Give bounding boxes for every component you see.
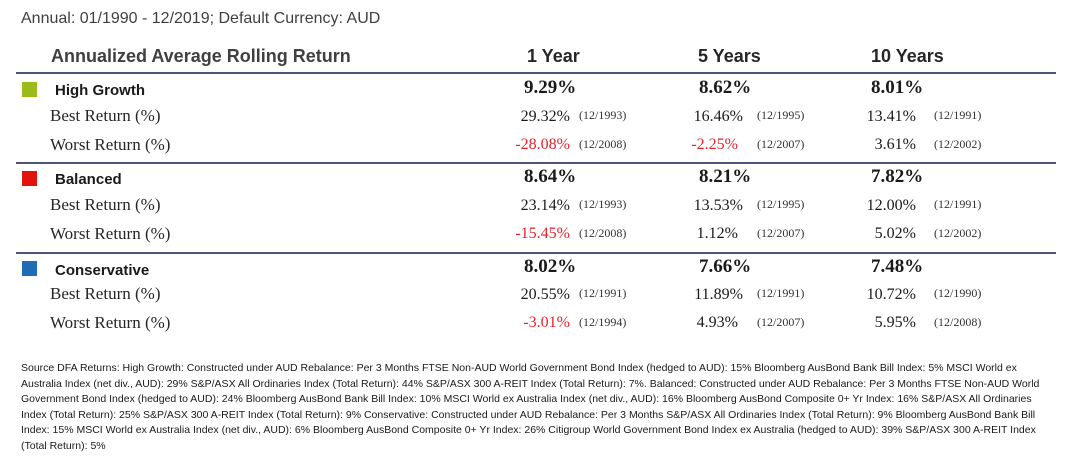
column-header-10-years: 10 Years (871, 46, 944, 66)
best-return-10y: 10.72% (866, 286, 916, 303)
worst-return-5y-date: (12/2007) (757, 315, 805, 329)
worst-return-5y: 1.12% (696, 225, 738, 242)
best-return-5y-date: (12/1995) (757, 197, 805, 211)
worst-return-10y: 3.61% (874, 136, 916, 153)
best-return-10y-date: (12/1991) (934, 108, 982, 122)
best-return-1y: 23.14% (520, 197, 570, 214)
worst-return-label: Worst Return (%) (50, 224, 171, 243)
source-footnote: Source DFA Returns: High Growth: Constru… (21, 362, 1040, 452)
best-return-5y: 13.53% (693, 197, 743, 214)
worst-return-1y: -3.01% (523, 314, 570, 331)
avg-return-5y: 7.66% (699, 256, 752, 277)
portfolio-name: Balanced (55, 171, 122, 188)
portfolio-section-conservative: Conservative 8.02% 7.66% 7.48% Best Retu… (16, 255, 1056, 343)
best-return-5y-date: (12/1995) (757, 108, 805, 122)
portfolio-section-balanced: Balanced 8.64% 8.21% 7.82% Best Return (… (16, 165, 1056, 253)
worst-return-1y: -28.08% (515, 136, 570, 153)
avg-return-1y: 8.64% (524, 166, 577, 187)
worst-return-label: Worst Return (%) (50, 313, 171, 332)
worst-return-10y-date: (12/2002) (934, 137, 982, 151)
best-return-1y: 29.32% (520, 108, 570, 125)
worst-return-10y: 5.02% (874, 225, 916, 242)
avg-return-5y: 8.62% (699, 77, 752, 98)
portfolio-section-high-growth: High Growth 9.29% 8.62% 8.01% Best Retur… (16, 76, 1056, 164)
best-return-10y-date: (12/1991) (934, 197, 982, 211)
worst-return-5y-date: (12/2007) (757, 137, 805, 151)
best-return-1y-date: (12/1993) (579, 197, 627, 211)
worst-return-label: Worst Return (%) (50, 135, 171, 154)
best-return-5y: 16.46% (693, 108, 743, 125)
avg-return-5y: 8.21% (699, 166, 752, 187)
best-return-label: Best Return (%) (50, 195, 161, 214)
period-subtitle: Annual: 01/1990 - 12/2019; Default Curre… (21, 10, 381, 27)
best-return-1y-date: (12/1991) (579, 286, 627, 300)
best-return-1y-date: (12/1993) (579, 108, 627, 122)
best-return-label: Best Return (%) (50, 284, 161, 303)
best-return-10y: 12.00% (866, 197, 916, 214)
worst-return-10y-date: (12/2008) (934, 315, 982, 329)
header-divider (16, 72, 1056, 74)
column-header-1-year: 1 Year (527, 46, 580, 66)
avg-return-10y: 7.82% (871, 166, 924, 187)
best-return-5y-date: (12/1991) (757, 286, 805, 300)
avg-return-10y: 7.48% (871, 256, 924, 277)
section-divider (16, 252, 1056, 254)
table-header: Annualized Average Rolling Return 1 Year… (16, 44, 1056, 70)
avg-return-1y: 9.29% (524, 77, 577, 98)
worst-return-1y: -15.45% (515, 225, 570, 242)
worst-return-1y-date: (12/1994) (579, 315, 627, 329)
column-header-5-years: 5 Years (698, 46, 761, 66)
best-return-label: Best Return (%) (50, 106, 161, 125)
worst-return-1y-date: (12/2008) (579, 226, 627, 240)
best-return-10y: 13.41% (866, 108, 916, 125)
worst-return-5y: 4.93% (696, 314, 738, 331)
section-divider (16, 162, 1056, 164)
best-return-1y: 20.55% (520, 286, 570, 303)
portfolio-name: Conservative (55, 262, 150, 279)
table-title: Annualized Average Rolling Return (51, 46, 351, 66)
worst-return-1y-date: (12/2008) (579, 137, 627, 151)
best-return-5y: 11.89% (694, 286, 743, 303)
high-growth-color-swatch (22, 82, 37, 97)
avg-return-10y: 8.01% (871, 77, 924, 98)
worst-return-10y-date: (12/2002) (934, 226, 982, 240)
worst-return-5y: -2.25% (691, 136, 738, 153)
balanced-color-swatch (22, 171, 37, 186)
worst-return-5y-date: (12/2007) (757, 226, 805, 240)
best-return-10y-date: (12/1990) (934, 286, 982, 300)
conservative-color-swatch (22, 261, 37, 276)
portfolio-name: High Growth (55, 82, 145, 99)
avg-return-1y: 8.02% (524, 256, 577, 277)
worst-return-10y: 5.95% (874, 314, 916, 331)
